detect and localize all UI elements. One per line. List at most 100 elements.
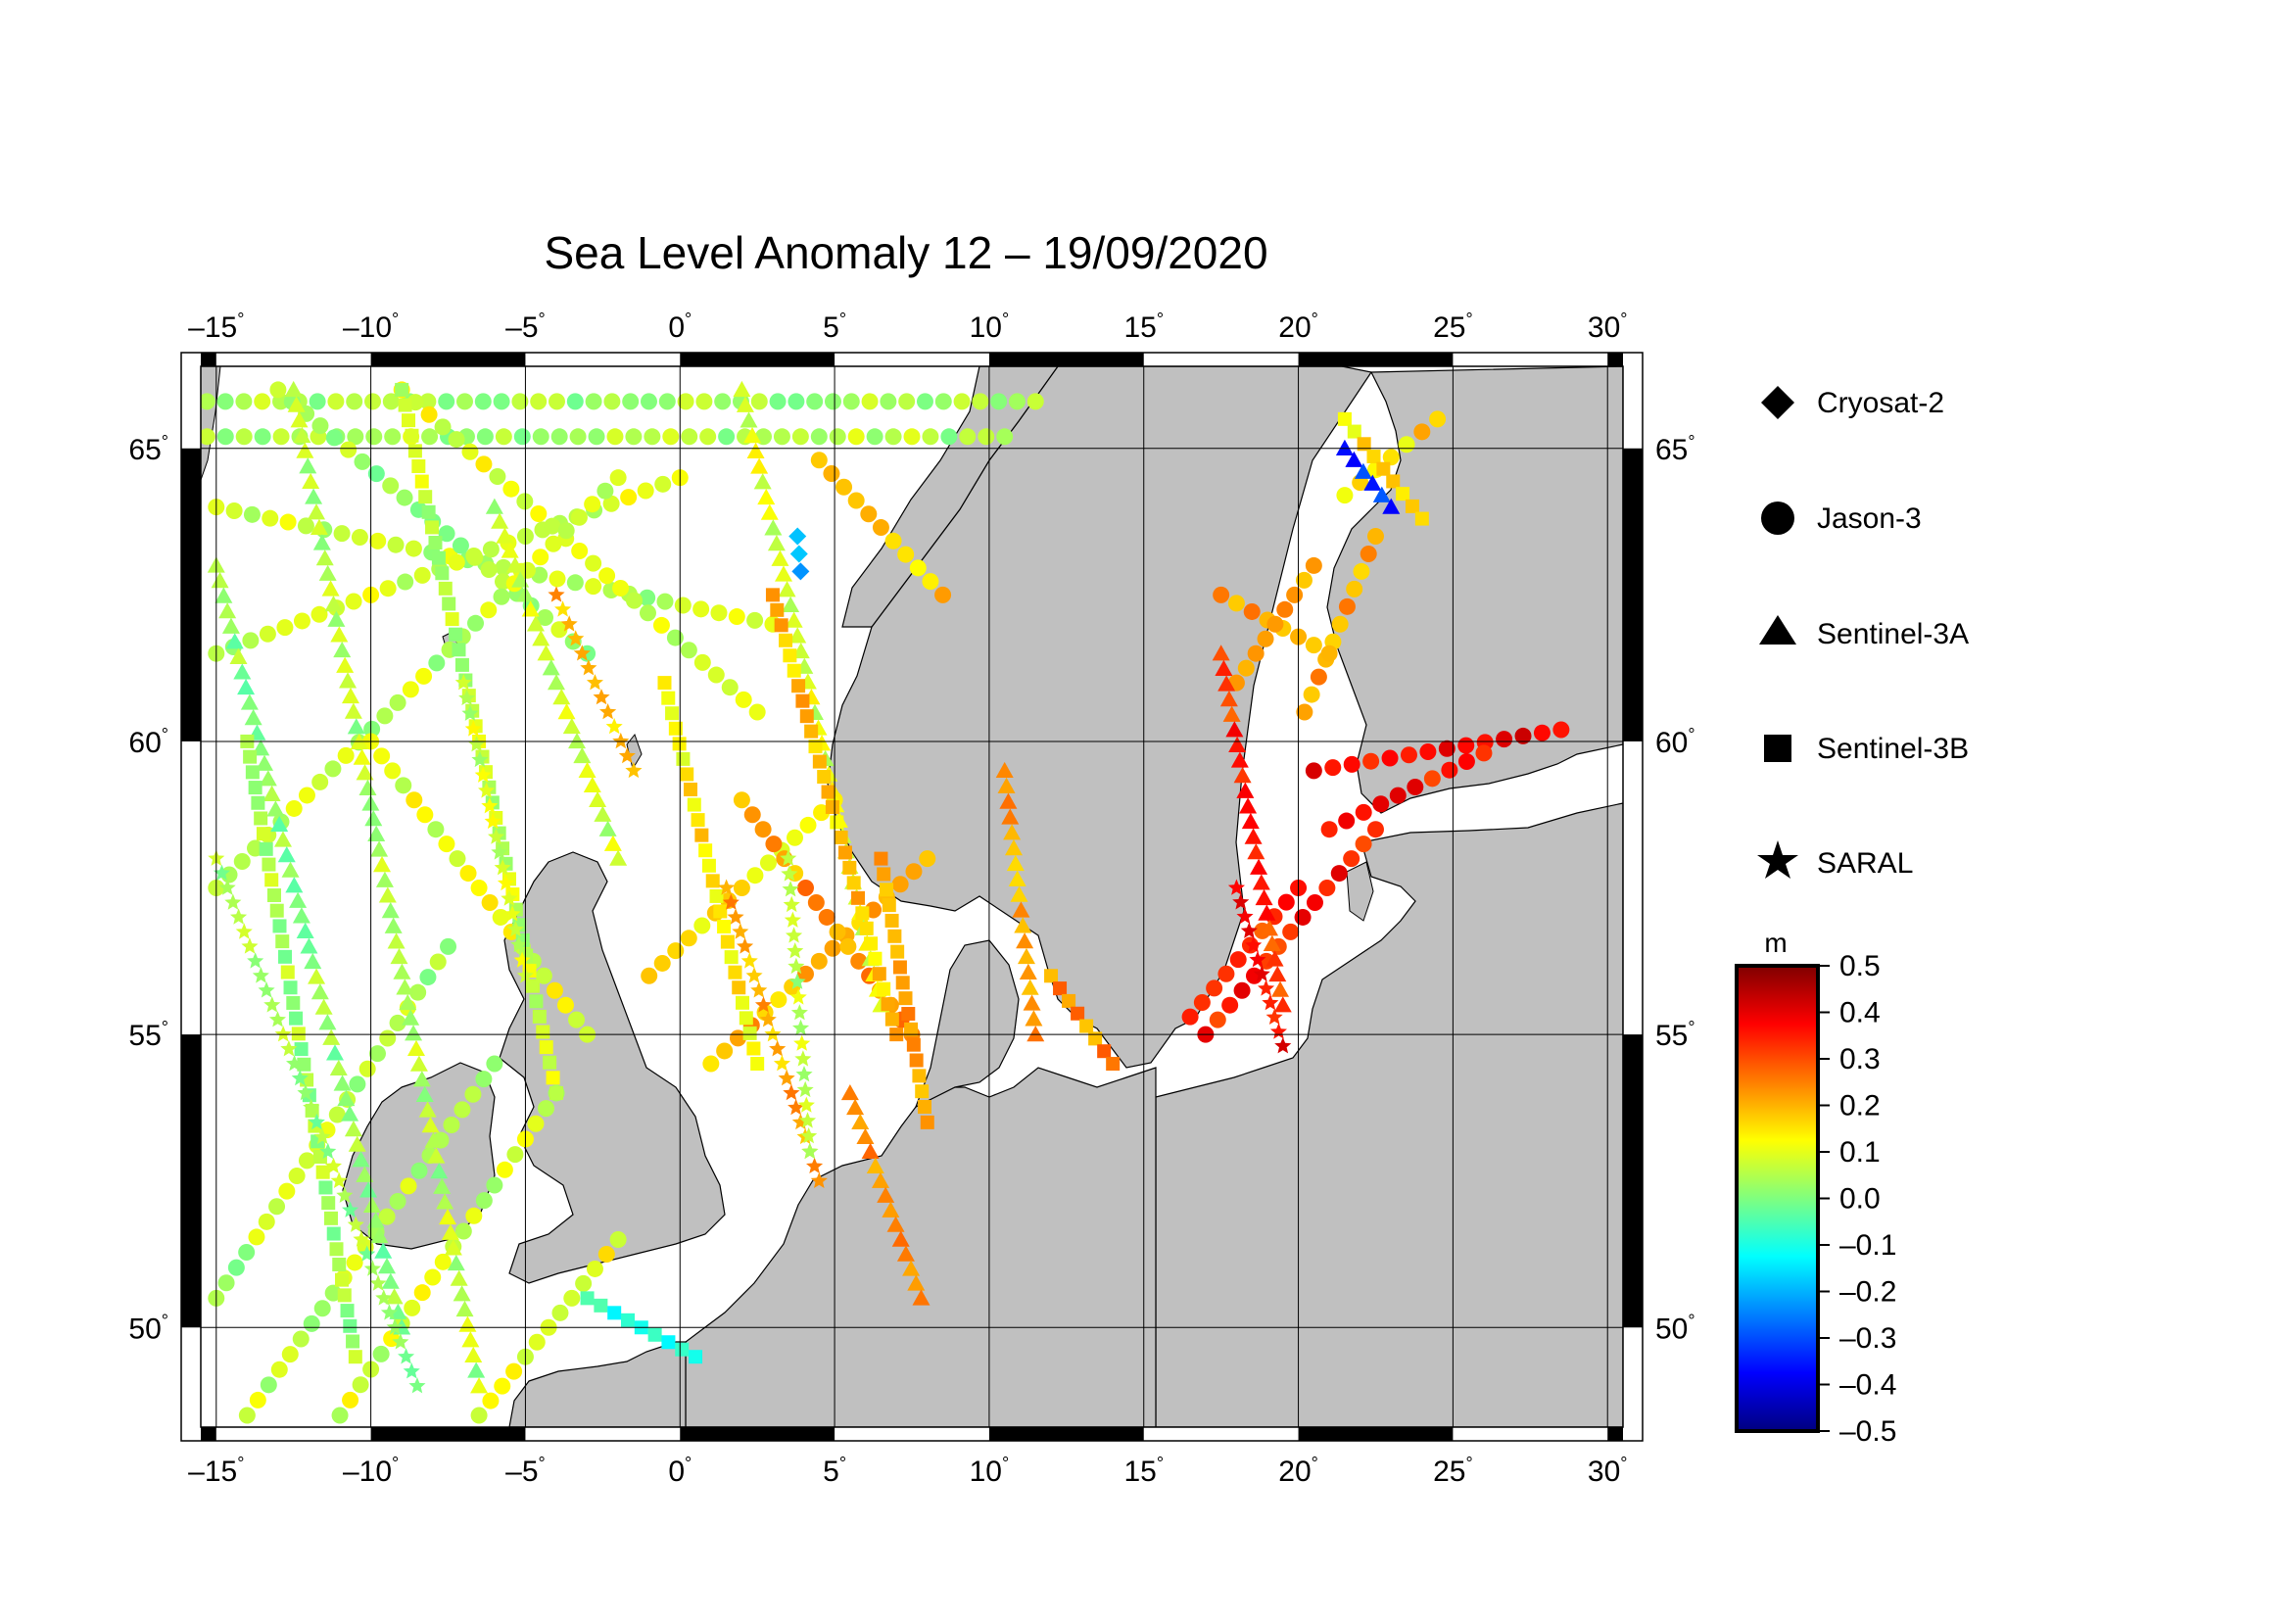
sentinel-3b-point (1071, 1006, 1085, 1021)
sentinel-3a-point (743, 427, 762, 444)
colorbar-tick-label: –0.3 (1839, 1322, 1896, 1355)
jason-3-point (438, 525, 455, 543)
jason-3-point (666, 629, 684, 646)
saral-point (513, 951, 531, 968)
jason-3-point (470, 1407, 488, 1424)
sentinel-3b-point (539, 1040, 553, 1055)
sentinel-3a-point (447, 1254, 465, 1271)
lat-tick-label: 55° (128, 1018, 168, 1052)
jason-3-point (465, 1207, 483, 1224)
sentinel-3a-point (333, 1075, 352, 1091)
saral-point (491, 843, 508, 860)
jason-3-point (959, 428, 977, 446)
sentinel-3b-point (315, 1165, 330, 1179)
jason-3-point (861, 393, 879, 410)
saral-point (792, 1019, 810, 1036)
lon-tick-label: 20° (1278, 1454, 1318, 1488)
jason-3-point (258, 1213, 275, 1230)
jason-3-point (1305, 637, 1322, 654)
saral-point (1258, 979, 1275, 996)
sentinel-3a-point (896, 1245, 915, 1262)
axis-bar-segment (1298, 1427, 1454, 1441)
jason-3-point (511, 393, 529, 410)
jason-3-point (940, 428, 958, 446)
jason-3-point (309, 393, 326, 410)
sentinel-3b-point (332, 1257, 347, 1271)
jason-3-point (1217, 965, 1235, 982)
sentinel-3a-point (450, 1269, 468, 1286)
saral-point (718, 879, 736, 895)
jason-3-point (1181, 1008, 1199, 1026)
sentinel-3b-point (525, 979, 540, 993)
sentinel-3a-point (753, 473, 772, 490)
land-baltics (1155, 802, 1623, 1427)
land-gotland (1346, 861, 1374, 922)
jason-3-point (1324, 759, 1342, 777)
jason-3-point (1362, 752, 1380, 770)
saral-point (478, 782, 496, 798)
saral-point (274, 1026, 292, 1042)
colorbar-tick-label: 0.2 (1839, 1090, 1881, 1122)
sentinel-3b-point (868, 951, 883, 966)
jason-3-point (1229, 951, 1247, 969)
sentinel-3b-point (321, 1196, 336, 1211)
triangle-icon (1759, 615, 1796, 645)
sentinel-3a-point (746, 442, 765, 458)
saral-point (263, 996, 281, 1013)
jason-3-point (733, 880, 750, 897)
jason-3-point (810, 428, 828, 446)
jason-3-point (535, 967, 552, 984)
sentinel-3a-point (846, 1098, 865, 1116)
saral-point (780, 849, 797, 866)
sentinel-3b-point (340, 1304, 355, 1318)
sentinel-3a-point (337, 1089, 356, 1107)
jason-3-point (382, 477, 400, 495)
jason-3-point (421, 428, 439, 446)
map-title: Sea Level Anomaly 12 – 19/09/2020 (544, 227, 1267, 278)
jason-3-point (406, 791, 423, 809)
jason-3-point (1320, 645, 1338, 662)
sentinel-3a-point (310, 983, 329, 1000)
saral-point (297, 1083, 314, 1101)
jason-3-point (656, 593, 674, 610)
jason-3-point (796, 880, 814, 897)
jason-3-point (884, 428, 902, 446)
sentinel-3a-point (399, 993, 417, 1011)
jason-3-point (1423, 770, 1441, 788)
saral-point (754, 996, 772, 1013)
jason-3-point (1305, 556, 1322, 574)
saral-point (280, 1040, 298, 1057)
sentinel-3a-point (496, 527, 514, 544)
sentinel-3a-point (491, 512, 509, 529)
saral-point (1245, 936, 1263, 953)
sentinel-3a-point (840, 1083, 859, 1101)
jason-3-point (235, 428, 253, 446)
jason-3-point (1353, 562, 1370, 580)
jason-3-point (922, 573, 939, 591)
jason-3-point (603, 393, 621, 410)
jason-3-point (787, 829, 804, 846)
sentinel-3a-point (568, 732, 587, 749)
jason-3-point (588, 428, 605, 446)
sentinel-3a-point (430, 1163, 449, 1179)
sentinel-3a-point (912, 1289, 931, 1306)
sentinel-3a-point (427, 1147, 446, 1164)
saral-point (488, 828, 505, 844)
colorbar-tick-label: 0.0 (1839, 1183, 1881, 1216)
saral-point (503, 905, 521, 922)
jason-3-point (365, 428, 383, 446)
sentinel-3a-point (277, 846, 296, 863)
sentinel-3a-point (263, 785, 281, 801)
sentinel-3a-point (444, 1239, 462, 1256)
jason-3-point (342, 1391, 359, 1409)
jason-3-point (248, 1228, 265, 1246)
sentinel-3a-point (375, 871, 394, 887)
sentinel-3a-point (308, 503, 326, 520)
sentinel-3b-point (880, 883, 894, 897)
sentinel-3a-point (1012, 901, 1030, 918)
sentinel-3b-point (251, 795, 265, 810)
sentinel-3a-point (775, 565, 793, 582)
saral-point (796, 1080, 814, 1098)
jason-3-point (569, 428, 587, 446)
sentinel-3b-point (431, 550, 446, 565)
